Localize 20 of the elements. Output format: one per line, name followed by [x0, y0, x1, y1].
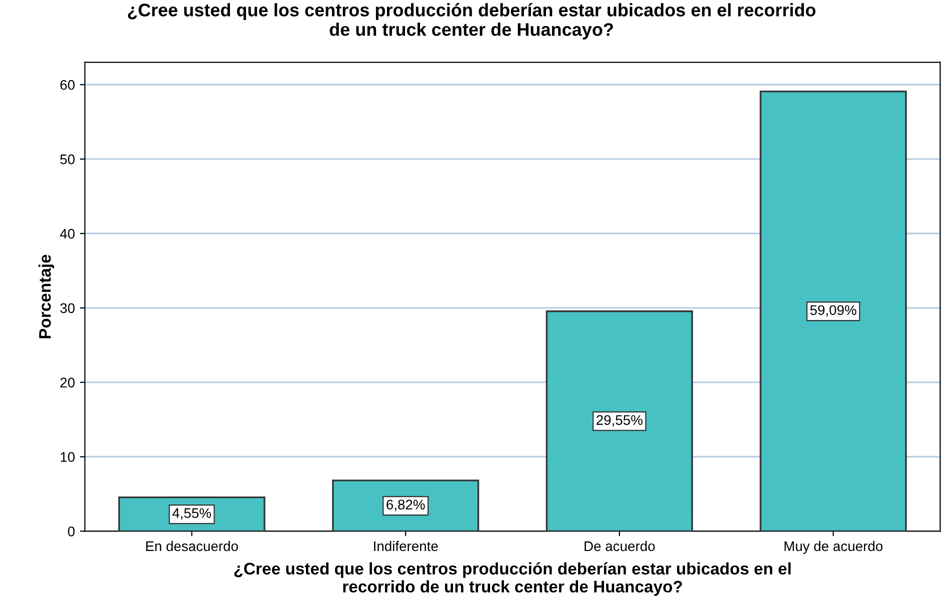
data-label: 29,55%: [596, 415, 642, 427]
y-tick-label: 10: [60, 452, 75, 462]
x-tick-label: Indiferente: [374, 540, 438, 552]
x-tick-label: Muy de acuerdo: [784, 540, 882, 554]
y-tick-label: 60: [60, 80, 75, 90]
x-tick-label: De acuerdo: [584, 540, 655, 552]
y-tick-label: 20: [60, 378, 75, 388]
data-label: 59,09%: [810, 305, 856, 317]
x-axis-title: ¿Cree usted que los centros producción deberían estar ubicados en el recorrido de un truck center de Huancayo?: [234, 562, 791, 596]
bar: [760, 90, 907, 532]
y-tick-label: 40: [60, 228, 75, 239]
y-axis-title: Porcentaje: [38, 254, 54, 338]
chart-title: ¿Cree usted que los centros producción deberían estar ubicados en el recorrido de un truck center de Huancayo?: [128, 3, 816, 40]
data-label: 6,82%: [386, 500, 425, 512]
y-tick-label: 0: [68, 526, 75, 536]
data-label: 4,55%: [172, 508, 211, 520]
bar: [546, 310, 693, 532]
y-tick-label: 30: [60, 303, 75, 314]
x-tick-label: En desacuerdo: [146, 540, 238, 552]
y-tick-label: 50: [60, 154, 75, 164]
